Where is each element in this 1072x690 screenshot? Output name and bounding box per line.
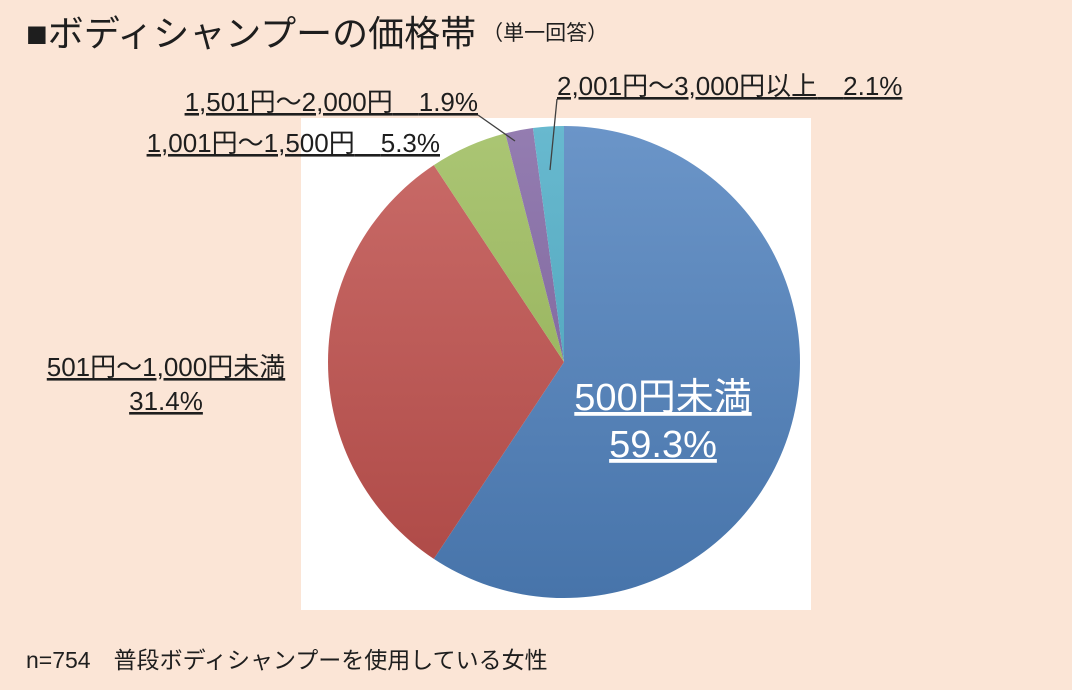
footnote: n=754 普段ボディシャンプーを使用している女性 <box>26 647 548 673</box>
pie-slice-1 <box>433 126 801 598</box>
slice-label-text: 1,001円～1,500円 <box>147 128 355 158</box>
pie-slice-5 <box>532 126 564 362</box>
chart-subtitle: （単一回答） <box>482 22 608 45</box>
slice-percent: 5.3% <box>381 128 440 158</box>
slice-label-501-1000: 501円～1,000円未満 <box>47 352 285 382</box>
pie-slice-2 <box>328 165 564 559</box>
slice-percent-under-500: 59.3% <box>609 424 717 466</box>
label-gap <box>817 71 843 101</box>
slice-percent: 2.1% <box>843 71 902 101</box>
slice-percent: 1.9% <box>419 87 478 117</box>
slice-label-1001-1500: 1,001円～1,500円 5.3% <box>147 128 440 158</box>
slice-label-1501-2000: 1,501円～2,000円 1.9% <box>185 87 478 117</box>
pie-slice-3 <box>433 133 564 362</box>
slice-percent-501-1000: 31.4% <box>129 386 203 416</box>
leader-line-2001-3000 <box>549 98 558 171</box>
chart-heading: ■ボディシャンプーの価格帯 （単一回答） <box>26 13 608 54</box>
slice-label-text: 2,001円～3,000円以上 <box>557 71 817 101</box>
leader-line-1501-2000 <box>477 114 516 142</box>
label-gap <box>393 87 419 117</box>
label-gap <box>355 128 381 158</box>
slice-label-under-500: 500円未満 <box>574 377 751 419</box>
slice-label-text: 1,501円～2,000円 <box>185 87 393 117</box>
chart-title: ■ボディシャンプーの価格帯 <box>26 13 476 54</box>
pie-slice-4 <box>505 128 564 362</box>
pie-slices <box>328 126 801 598</box>
slice-label-2001-3000: 2,001円～3,000円以上 2.1% <box>557 71 902 101</box>
